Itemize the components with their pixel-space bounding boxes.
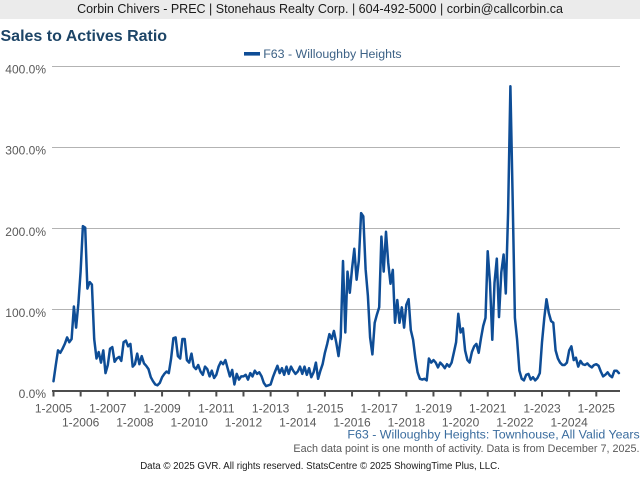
svg-text:1-2016: 1-2016	[333, 416, 371, 430]
svg-text:400.0%: 400.0%	[5, 62, 46, 76]
svg-text:200.0%: 200.0%	[5, 225, 46, 239]
svg-text:300.0%: 300.0%	[5, 144, 46, 158]
svg-text:1-2019: 1-2019	[415, 402, 453, 416]
svg-text:1-2008: 1-2008	[116, 416, 154, 430]
svg-text:Data © 2025 GVR. All rights re: Data © 2025 GVR. All rights reserved. St…	[140, 461, 500, 472]
svg-text:F63 - Willoughby Heights: Town: F63 - Willoughby Heights: Townhouse, All…	[347, 428, 639, 442]
svg-text:1-2025: 1-2025	[578, 402, 616, 416]
svg-text:1-2017: 1-2017	[360, 402, 398, 416]
svg-text:100.0%: 100.0%	[5, 306, 46, 320]
svg-text:1-2014: 1-2014	[279, 416, 317, 430]
svg-text:1-2018: 1-2018	[388, 416, 426, 430]
svg-text:Corbin Chivers - PREC | Stoneh: Corbin Chivers - PREC | Stonehaus Realty…	[77, 2, 563, 16]
svg-text:Each data point is one month o: Each data point is one month of activity…	[293, 443, 639, 455]
svg-text:1-2005: 1-2005	[35, 402, 73, 416]
svg-text:1-2022: 1-2022	[496, 416, 534, 430]
svg-text:1-2015: 1-2015	[306, 402, 344, 416]
svg-text:F63 - Willoughby Heights: F63 - Willoughby Heights	[263, 47, 401, 61]
svg-text:1-2020: 1-2020	[442, 416, 480, 430]
svg-text:1-2010: 1-2010	[171, 416, 209, 430]
svg-text:1-2012: 1-2012	[225, 416, 263, 430]
svg-text:1-2024: 1-2024	[550, 416, 588, 430]
svg-text:1-2021: 1-2021	[469, 402, 507, 416]
svg-text:0.0%: 0.0%	[19, 387, 47, 401]
svg-text:1-2009: 1-2009	[143, 402, 181, 416]
svg-text:1-2007: 1-2007	[89, 402, 127, 416]
svg-text:Sales to Actives Ratio: Sales to Actives Ratio	[1, 28, 168, 45]
svg-text:1-2011: 1-2011	[198, 402, 235, 416]
svg-text:1-2013: 1-2013	[252, 402, 290, 416]
svg-text:1-2006: 1-2006	[62, 416, 100, 430]
svg-text:1-2023: 1-2023	[523, 402, 561, 416]
